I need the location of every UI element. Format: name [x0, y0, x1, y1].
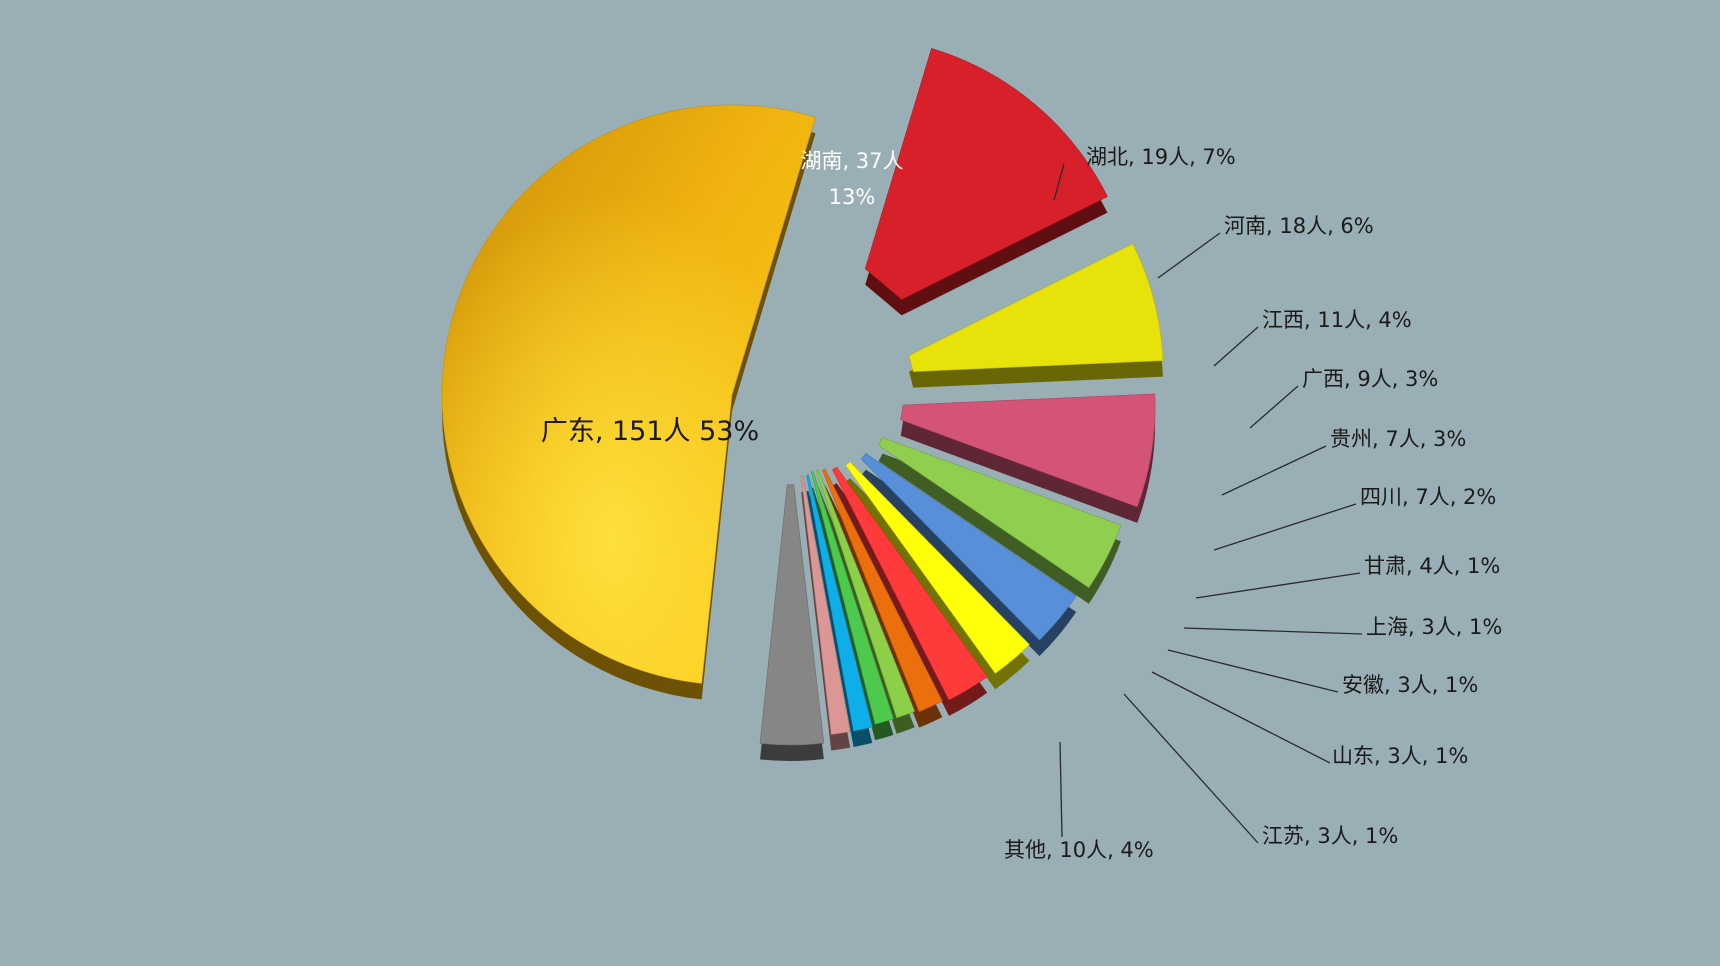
slice-label-13: 其他, 10人, 4% — [1004, 838, 1154, 862]
leader-line-4 — [1213, 326, 1259, 367]
slice-0-highlight — [442, 105, 816, 684]
slice-1-wedge — [864, 48, 1108, 300]
leader-line-8 — [1195, 572, 1361, 599]
leader-line-10 — [1167, 649, 1339, 693]
leader-line-11 — [1151, 671, 1331, 764]
slice-label-3: 河南, 18人, 6% — [1224, 214, 1374, 238]
slice-8-wedge — [822, 468, 943, 713]
leader-line-9 — [1183, 627, 1363, 635]
leader-line-13 — [1059, 741, 1063, 838]
leader-line-5 — [1249, 385, 1299, 429]
slice-label-11: 山东, 3人, 1% — [1332, 744, 1468, 768]
leader-line-7 — [1213, 503, 1357, 551]
slice-label-0: 广东, 151人 53% — [541, 416, 759, 447]
slice-label-8: 甘肃, 4人, 1% — [1364, 554, 1500, 578]
slice-label-2: 湖北, 19人, 7% — [1086, 145, 1236, 169]
leader-line-12 — [1123, 693, 1259, 844]
slice-label-7: 四川, 7人, 2% — [1360, 485, 1496, 509]
slice-3-wedge — [900, 393, 1156, 508]
slice-label-6: 贵州, 7人, 3% — [1330, 427, 1466, 451]
slice-6-wedge — [845, 461, 1030, 674]
slice-13-wedge — [759, 484, 825, 746]
slice-label-12: 江苏, 3人, 1% — [1262, 824, 1398, 848]
slice-label-10: 安徽, 3人, 1% — [1342, 673, 1478, 697]
slice-label-9: 上海, 3人, 1% — [1366, 615, 1502, 639]
slice-label-5: 广西, 9人, 3% — [1302, 367, 1438, 391]
slice-7-wedge — [832, 466, 988, 701]
slice-4-wedge — [878, 437, 1122, 589]
slice-9-wedge — [815, 469, 916, 719]
slice-label-1-line1: 湖南, 37人 — [800, 149, 903, 173]
leader-line-2 — [1053, 163, 1065, 201]
leader-line-3 — [1157, 232, 1221, 279]
slice-10-wedge — [810, 471, 894, 725]
slice-label-1-line2: 13% — [829, 185, 876, 209]
slice-5-wedge — [860, 453, 1077, 641]
slice-label-4: 江西, 11人, 4% — [1262, 308, 1412, 332]
slice-2-wedge — [908, 243, 1164, 372]
slice-12-wedge — [800, 475, 851, 735]
leader-line-6 — [1221, 445, 1327, 496]
slice-11-wedge — [806, 474, 873, 732]
